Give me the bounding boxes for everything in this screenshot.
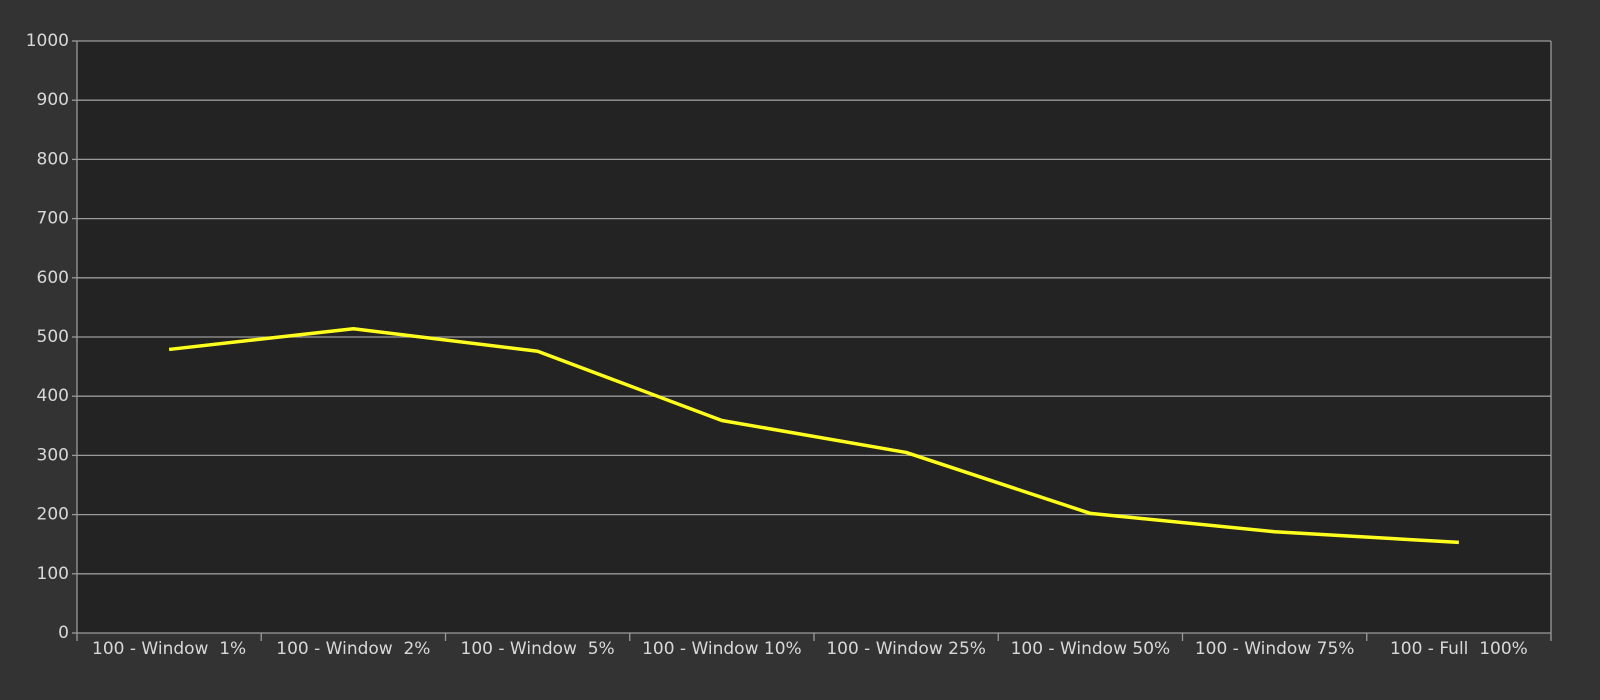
y-tick-label: 0 <box>58 623 69 643</box>
y-tick-label: 300 <box>37 445 69 465</box>
y-tick-label: 500 <box>37 327 69 347</box>
data-line <box>168 326 1459 545</box>
y-tick-label: 200 <box>37 505 69 525</box>
y-tick-label: 700 <box>37 209 69 229</box>
x-tick-label: 100 - Window 75% <box>1195 639 1355 659</box>
y-tick-label: 100 <box>37 564 69 584</box>
y-tick-label: 800 <box>37 149 69 169</box>
x-tick-label: 100 - Window 25% <box>826 639 986 659</box>
y-tick-label: 400 <box>37 386 69 406</box>
x-tick-label: 100 - Window 2% <box>276 639 430 659</box>
x-tick-label: 100 - Window 10% <box>642 639 802 659</box>
x-tick-label: 100 - Window 50% <box>1011 639 1171 659</box>
y-tick-label: 600 <box>37 268 69 288</box>
x-tick-label: 100 - Window 5% <box>461 639 615 659</box>
y-tick-label: 1000 <box>26 31 69 51</box>
x-tick-label: 100 - Window 1% <box>92 639 246 659</box>
y-tick-label: 900 <box>37 90 69 110</box>
x-tick-label: 100 - Full 100% <box>1390 639 1528 659</box>
